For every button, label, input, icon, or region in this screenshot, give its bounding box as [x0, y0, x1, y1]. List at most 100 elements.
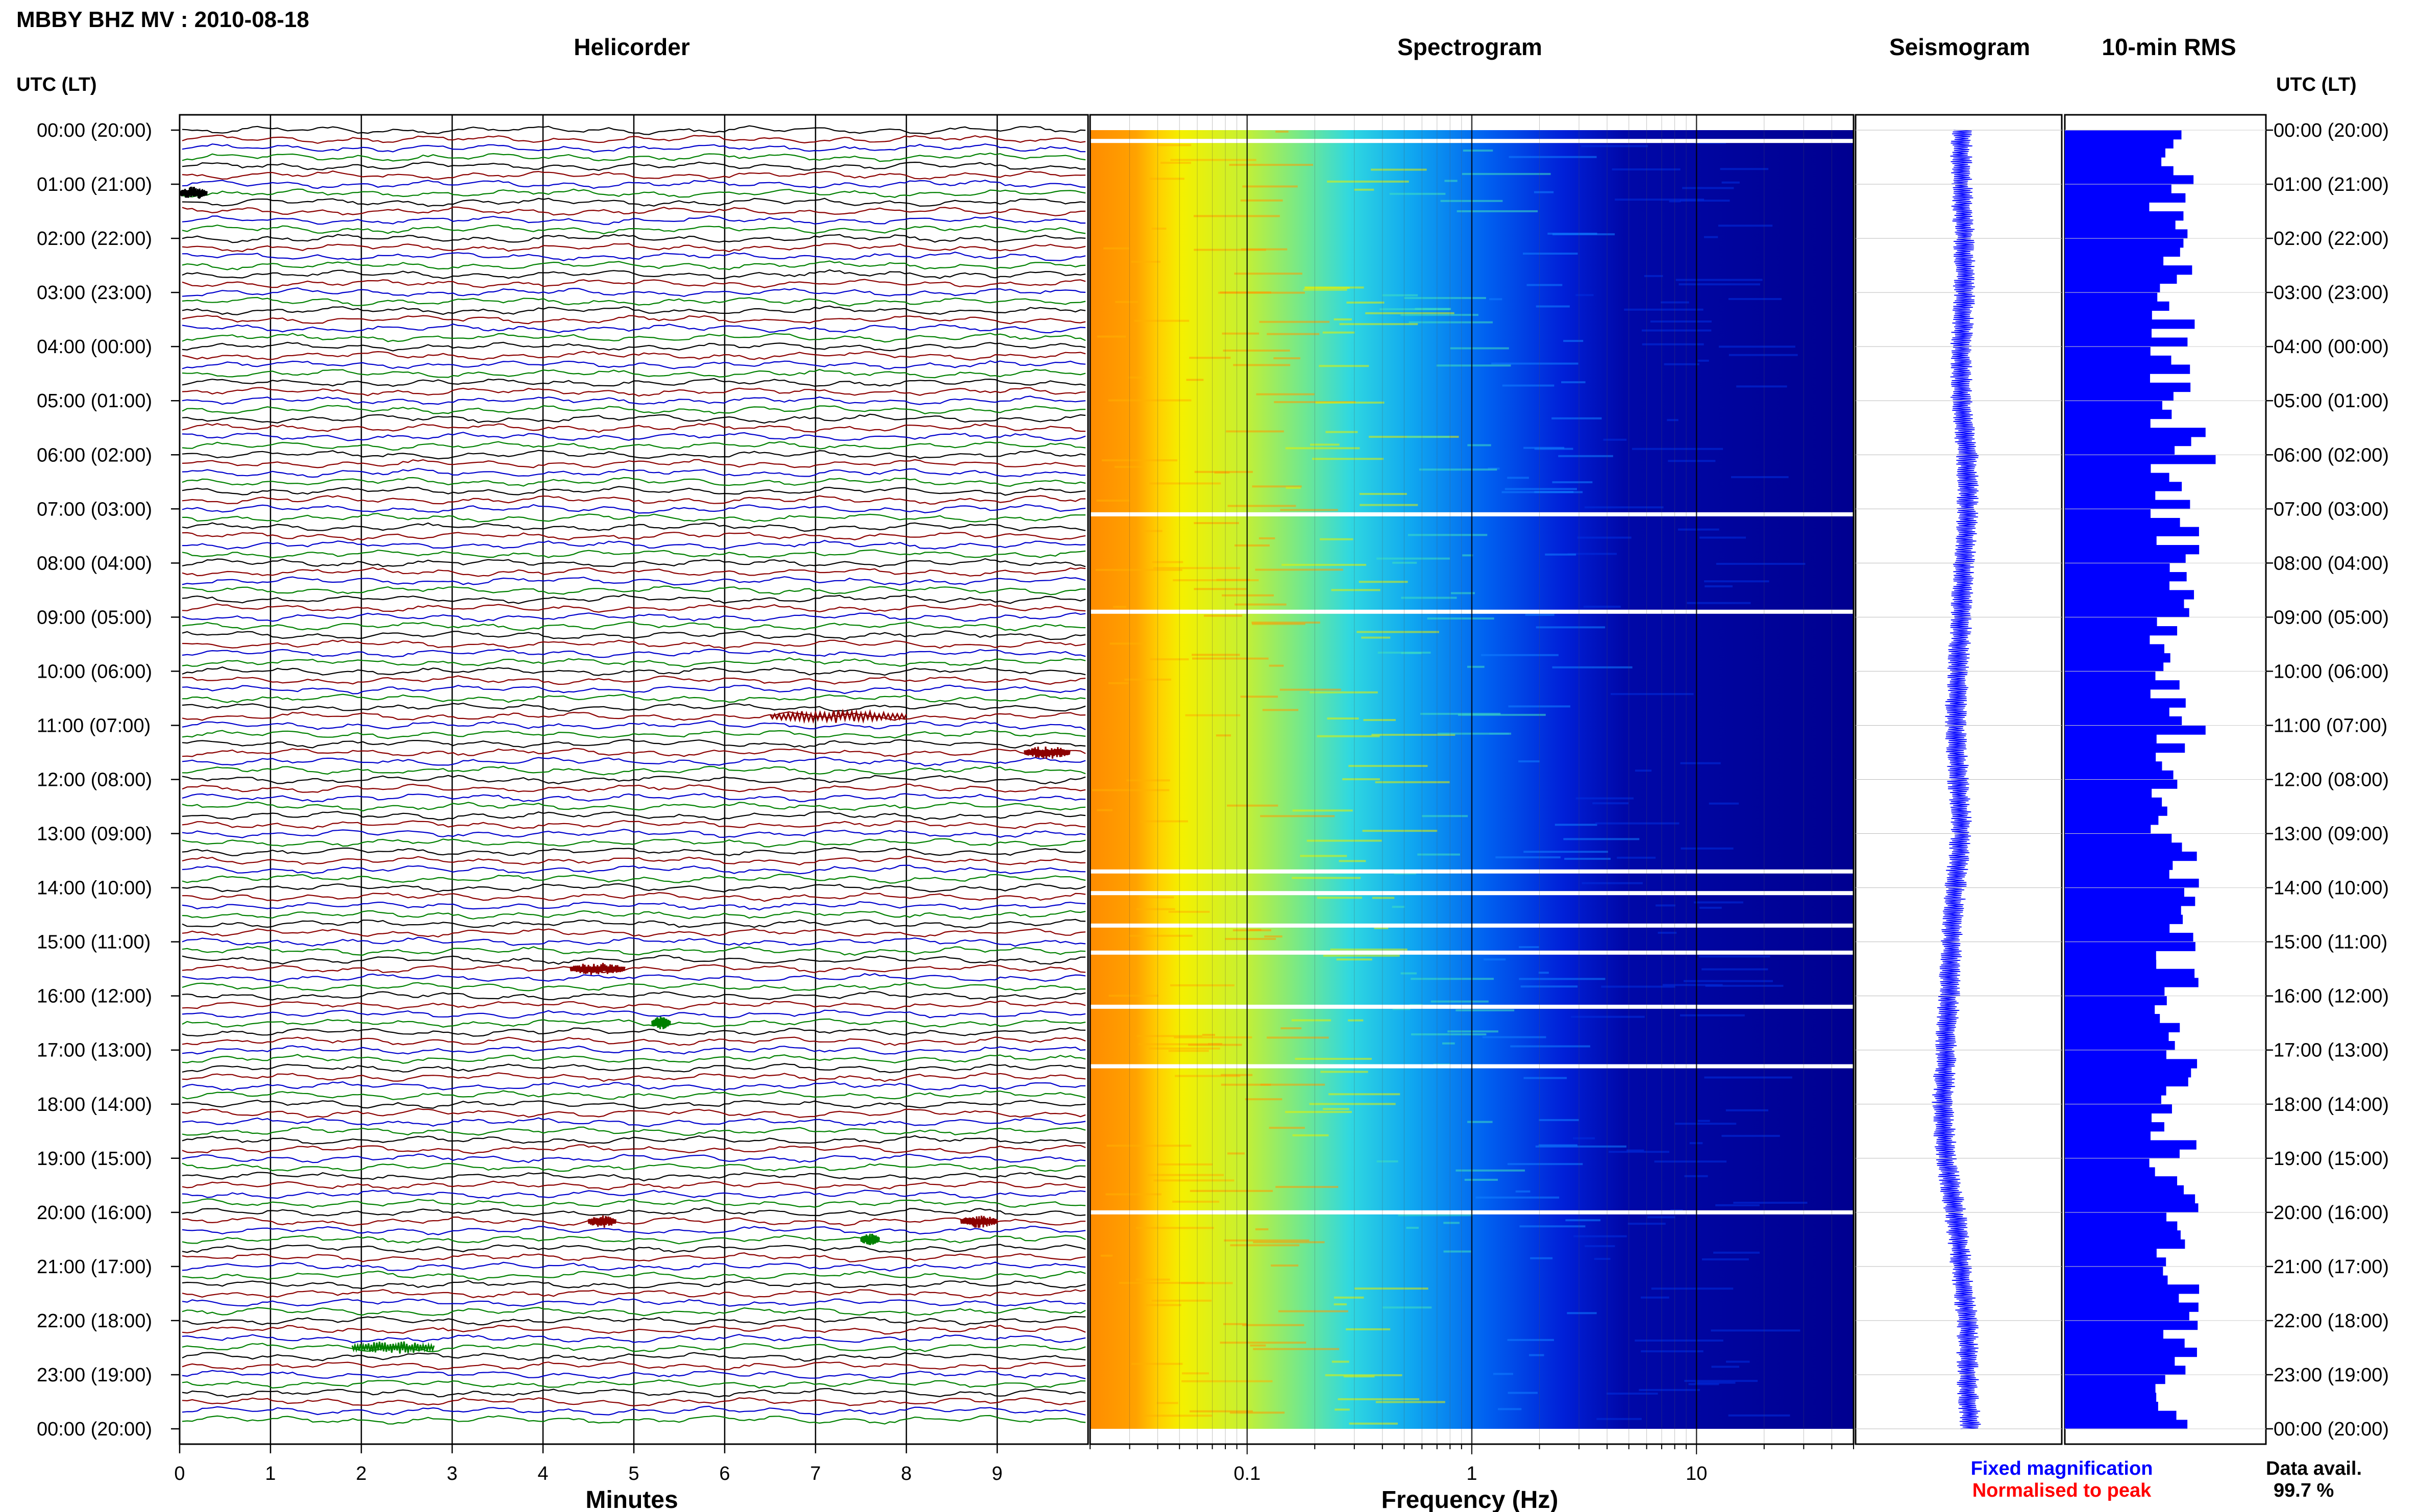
- left-time-header: UTC (LT): [16, 74, 97, 95]
- time-label-left: 10:00 (06:00): [37, 661, 152, 682]
- spectrogram-streak: [1552, 481, 1593, 484]
- rms-bar: [2065, 310, 2152, 320]
- rms-bar: [2065, 1005, 2155, 1014]
- spectrogram-streak: [1406, 436, 1450, 438]
- helicorder-trace: [182, 368, 1086, 379]
- rms-bar: [2065, 1420, 2188, 1429]
- rms-bar: [2065, 274, 2177, 284]
- spectrogram-streak: [1322, 331, 1355, 334]
- spectrogram-streak: [1519, 1225, 1586, 1228]
- spectrogram-streak: [1389, 192, 1446, 195]
- rms-title: 10-min RMS: [2102, 34, 2236, 60]
- rms-bar: [2065, 328, 2152, 338]
- rms-bar: [2065, 770, 2174, 780]
- spectrogram-streak: [1181, 1372, 1209, 1375]
- spectrogram-streak: [1320, 1071, 1368, 1073]
- rms-bar: [2065, 247, 2180, 257]
- spectrogram-streak: [1509, 156, 1597, 158]
- helicorder-trace: [182, 1153, 1086, 1163]
- rms-bar: [2065, 1068, 2191, 1078]
- spectrogram-streak: [1365, 312, 1454, 314]
- spectrogram-streak: [1731, 476, 1789, 478]
- rms-bar: [2065, 1158, 2150, 1168]
- helicorder-trace: [182, 522, 1086, 532]
- rms-bar: [2065, 581, 2170, 590]
- legend-normalised-to-peak: Normalised to peak: [1972, 1480, 2152, 1501]
- spectrogram-streak: [1523, 253, 1578, 255]
- helicorder-trace: [182, 1172, 1086, 1182]
- rms-bar: [2065, 1203, 2199, 1213]
- spectrogram-streak: [1149, 658, 1189, 660]
- spectrogram-streak: [1317, 735, 1380, 737]
- spectrogram-streak: [1612, 168, 1681, 170]
- spectrogram-streak: [1258, 537, 1275, 539]
- rms-bar: [2065, 1131, 2151, 1141]
- spectrogram-streak: [1348, 1019, 1364, 1022]
- rms-bar: [2065, 752, 2156, 762]
- spectrogram-streak: [1269, 664, 1284, 667]
- helicorder-trace: [182, 1226, 1086, 1235]
- rms-bar: [2065, 779, 2178, 789]
- spectrogram-streak: [1376, 557, 1450, 560]
- helicorder-trace: [182, 459, 1086, 468]
- helicorder-trace: [182, 134, 1086, 144]
- helicorder-trace: [182, 711, 1086, 721]
- spectrogram-streak: [1108, 682, 1129, 684]
- rms-bar: [2065, 355, 2171, 365]
- spectrogram-streak: [1335, 1408, 1350, 1411]
- spectrogram-streak: [1092, 789, 1170, 791]
- rms-bar: [2065, 1185, 2184, 1195]
- helicorder-trace: [182, 1099, 1086, 1109]
- time-label-right: 09:00 (05:00): [2274, 607, 2389, 628]
- spectrogram-streak: [1662, 984, 1723, 986]
- spectrogram-streak: [1536, 305, 1570, 308]
- spectrogram-streak: [1682, 187, 1734, 189]
- time-label-left: 07:00 (03:00): [37, 499, 152, 520]
- spectrogram-streak: [1303, 288, 1347, 291]
- spectrogram-streak: [1224, 1239, 1310, 1242]
- spectrogram-streak: [1596, 1418, 1642, 1420]
- helicorder-trace: [182, 1343, 1086, 1352]
- rms-bar: [2065, 851, 2197, 861]
- helicorder-trace: [182, 649, 1086, 658]
- spectrogram-streak: [1223, 350, 1290, 352]
- spectrogram-streak: [1392, 561, 1417, 564]
- spectrogram-streak: [1534, 191, 1554, 193]
- helicorder-trace: [182, 1198, 1086, 1208]
- helicorder-trace: [182, 549, 1086, 559]
- time-label-right: 10:00 (06:00): [2274, 661, 2389, 682]
- spectrogram-streak: [1255, 1228, 1269, 1230]
- spectrogram-streak: [1285, 1111, 1352, 1113]
- x-axes: 0 1 2 3 4 5 6 7 8 9 0.1 1 10: [174, 1444, 1854, 1484]
- spectrogram-streak: [1681, 847, 1734, 850]
- helicorder-trace: [182, 892, 1086, 902]
- helicorder-trace: [182, 305, 1086, 315]
- rms-bar: [2065, 734, 2157, 744]
- helicorder-trace: [182, 170, 1086, 180]
- spectrogram-streak: [1157, 1163, 1213, 1166]
- helicorder-trace: [182, 739, 1086, 749]
- helicorder-trace: [182, 1306, 1086, 1317]
- spectrogram-streak: [1262, 709, 1299, 711]
- minute-tick-label: 0: [174, 1463, 185, 1484]
- spectrogram-streak: [1360, 504, 1418, 506]
- spectrogram-streak: [1097, 809, 1113, 811]
- spectrogram-streak: [1153, 1179, 1235, 1182]
- rms-bar: [2065, 932, 2193, 943]
- helicorder-trace: [182, 883, 1086, 893]
- spectrogram-streak: [1108, 399, 1192, 402]
- rms-bar: [2065, 319, 2195, 329]
- spectrogram-streak: [1484, 958, 1506, 961]
- helicorder-trace: [182, 810, 1086, 821]
- spectrogram-streak: [1325, 1374, 1402, 1376]
- rms-bar: [2065, 418, 2151, 428]
- spectrogram-streak: [1331, 1360, 1349, 1363]
- spectrogram-streak: [1561, 381, 1586, 384]
- rms-bar: [2065, 1329, 2164, 1339]
- rms-bar: [2065, 1275, 2168, 1285]
- spectrogram-streak: [1507, 477, 1529, 479]
- spectrogram-streak: [1684, 1380, 1758, 1382]
- spectrogram-streak: [1508, 1392, 1538, 1394]
- time-label-right: 17:00 (13:00): [2274, 1040, 2389, 1061]
- time-label-left: 05:00 (01:00): [37, 390, 152, 412]
